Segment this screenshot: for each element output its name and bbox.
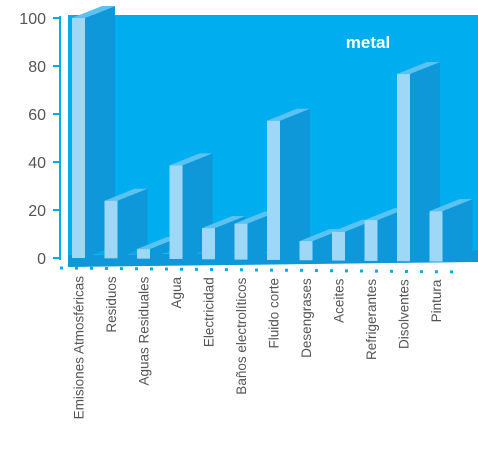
bar-top (299, 229, 343, 242)
bar-top (364, 208, 408, 221)
bar-top (267, 108, 310, 121)
bar-series (72, 6, 473, 262)
bar-front (332, 231, 345, 261)
chart-title: metal (346, 33, 390, 52)
x-tick-label: Fluido corte (267, 278, 282, 349)
bar (104, 188, 148, 259)
bar-side (442, 199, 473, 262)
x-tick-label: Agua (169, 276, 184, 308)
bar-front (364, 220, 378, 261)
bar-front (429, 211, 443, 262)
x-tick-label: Aceites (332, 278, 347, 323)
y-tick-label: 60 (28, 107, 46, 124)
bar-top (169, 153, 213, 166)
bar-front (397, 74, 410, 262)
bar-top (104, 188, 148, 201)
bar-front (104, 200, 118, 259)
y-tick-label: 0 (37, 251, 46, 268)
x-tick-label: Aguas Residuales (137, 276, 152, 385)
x-tick-label: Disolventes (397, 279, 412, 349)
x-axis: Emisiones Atmosféricas Residuos Aguas Resi… (59, 266, 459, 420)
bar-front (169, 165, 183, 259)
y-tick-label: 100 (19, 11, 46, 28)
x-tick-label: Pintura (429, 279, 444, 322)
bar-front (299, 241, 313, 261)
y-tick-label: 80 (28, 59, 46, 76)
bar-side (117, 188, 148, 259)
bar (267, 108, 310, 260)
bar-front (234, 223, 248, 260)
x-tick-label: Baños electrolíticos (234, 277, 249, 394)
x-tick-label: Electricidad (202, 277, 217, 347)
x-tick-label: Emisiones Atmosféricas (72, 276, 87, 420)
bar (429, 199, 473, 262)
bar-front (267, 120, 280, 260)
x-tick-label: Residuos (104, 276, 119, 333)
bar-side (85, 6, 115, 258)
bar-top (332, 219, 375, 232)
bar-top (397, 62, 440, 75)
x-axis-line (59, 266, 459, 274)
bar-front (72, 18, 85, 258)
y-tick-label: 40 (28, 155, 46, 172)
y-tick-label: 20 (28, 203, 46, 220)
bar-top (137, 237, 180, 250)
bar-side (280, 108, 310, 260)
bar-front (137, 249, 150, 259)
bar-top (429, 199, 473, 212)
bar-top (72, 6, 115, 18)
bar-top (202, 216, 245, 229)
y-axis: 0 20 40 60 80 100 (19, 11, 61, 268)
bar-front (202, 228, 215, 260)
bar (72, 6, 115, 258)
x-tick-label: Refrigerantes (364, 279, 379, 360)
x-tick-label: Desengrases (299, 278, 314, 358)
bar-top (234, 211, 278, 224)
